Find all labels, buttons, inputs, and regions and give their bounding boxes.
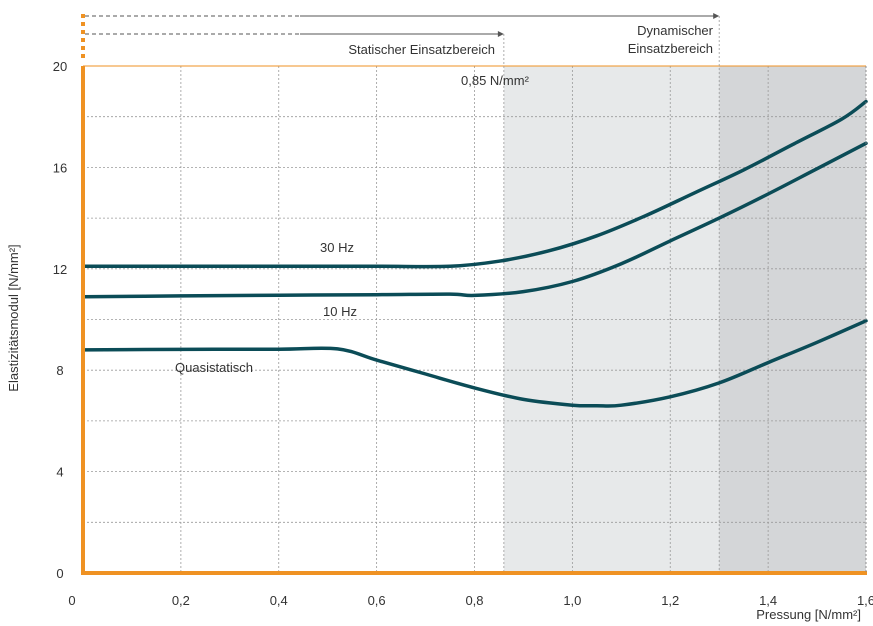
tick-labels: 0 0,2 0,4 0,6 0,8 1,0 1,2 1,4 1,6 0 4 8 12 16 20	[53, 59, 873, 608]
x-tick-label: 0,2	[172, 593, 190, 608]
x-tick-label: 0,6	[368, 593, 386, 608]
series-label-quasistatisch: Quasistatisch	[175, 360, 253, 375]
y-tick-label: 4	[56, 465, 63, 480]
annotation-dynamic-range-line2: Einsatzbereich	[628, 41, 713, 56]
axes	[81, 14, 867, 575]
annotation-static-range: Statischer Einsatzbereich	[348, 42, 495, 57]
y-axis-label: Elastizitätsmodul [N/mm²]	[6, 244, 21, 391]
series-label-30hz: 30 Hz	[320, 240, 354, 255]
x-tick-label: 1,0	[563, 593, 581, 608]
x-tick-label: 0,4	[270, 593, 288, 608]
series-lines	[81, 99, 868, 408]
x-tick-label: 1,2	[661, 593, 679, 608]
range-arrows	[85, 13, 720, 37]
series-line-1	[81, 99, 868, 269]
x-tick-label: 0,8	[465, 593, 483, 608]
x-tick-label: 1,6	[857, 593, 873, 608]
x-axis-label: Pressung [N/mm²]	[756, 607, 861, 622]
series-line-3	[81, 319, 868, 408]
y-tick-label: 8	[56, 363, 63, 378]
annotation-085: 0,85 N/mm²	[461, 73, 530, 88]
x-tick-label: 1,4	[759, 593, 777, 608]
dynamic-range-arrowhead	[713, 13, 720, 19]
y-tick-label: 0	[56, 566, 63, 581]
series-line-2	[81, 141, 868, 299]
y-tick-label: 12	[53, 262, 67, 277]
annotation-dynamic-range-line1: Dynamischer	[637, 23, 714, 38]
y-tick-label: 16	[53, 160, 67, 175]
static-range-arrowhead	[497, 31, 504, 37]
series-label-10hz: 10 Hz	[323, 304, 357, 319]
y-tick-label: 20	[53, 59, 67, 74]
x-tick-label: 0	[68, 593, 75, 608]
